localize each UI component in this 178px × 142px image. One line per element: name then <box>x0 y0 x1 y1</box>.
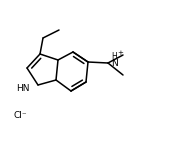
Text: HN: HN <box>17 83 30 92</box>
Text: N: N <box>111 59 118 67</box>
Text: H: H <box>111 52 117 60</box>
Text: +: + <box>117 50 123 56</box>
Text: Cl⁻: Cl⁻ <box>14 110 28 120</box>
